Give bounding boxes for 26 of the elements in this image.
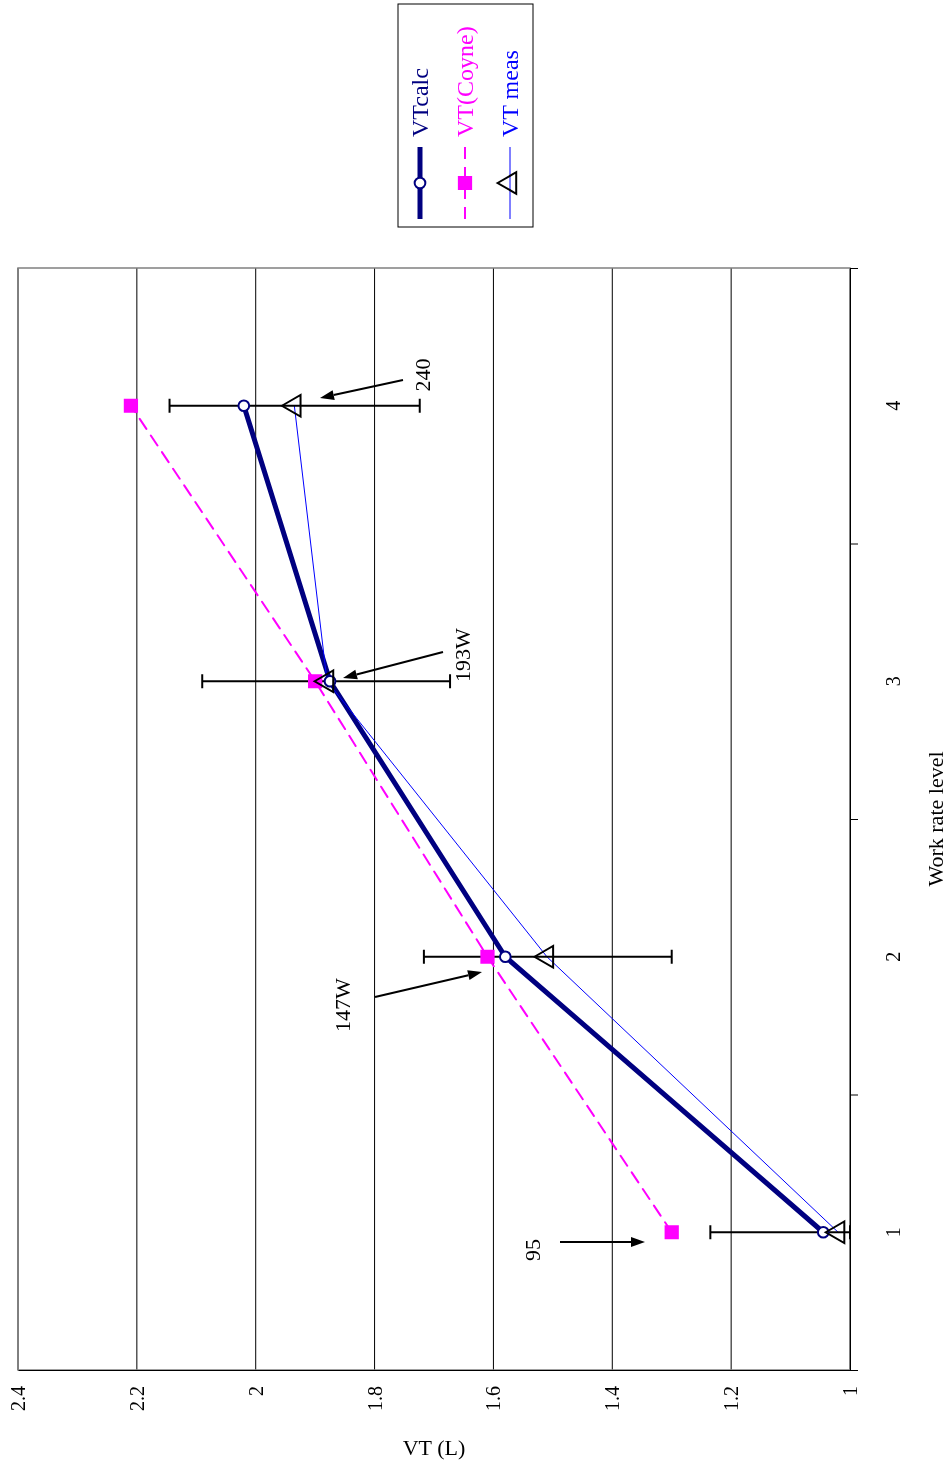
text: VTcalc <box>407 68 433 137</box>
y-axis-title: Work rate level <box>923 751 948 887</box>
text: VT(Coyne) <box>452 26 478 137</box>
y-tick-label: 4 <box>882 400 904 411</box>
text: VT meas <box>497 50 523 137</box>
point <box>664 1225 679 1240</box>
y-tick-label: 3 <box>882 676 904 687</box>
x-tick-label: 1.2 <box>720 1386 743 1411</box>
x-tick-label: 2.2 <box>125 1386 148 1411</box>
x-tick-label: 1.4 <box>601 1386 624 1411</box>
annotation: 193W <box>450 627 476 682</box>
annotation: 95 <box>520 1239 546 1261</box>
point <box>498 950 512 964</box>
x-tick-label: 1.6 <box>482 1386 505 1411</box>
point <box>237 399 251 413</box>
x-tick-label: 2.4 <box>7 1386 29 1411</box>
x-tick-label: 2 <box>244 1386 267 1396</box>
y-tick-label: 2 <box>882 951 904 962</box>
x-tick-label: 1.8 <box>363 1386 386 1411</box>
y-tick-label: 1 <box>882 1227 904 1238</box>
point <box>480 949 495 964</box>
x-tick-label: 1 <box>839 1386 861 1396</box>
x-axis-title: VT (L) <box>402 1435 466 1460</box>
annotation: 147W <box>330 977 356 1032</box>
annotation: 240 <box>410 358 436 392</box>
point <box>123 398 139 413</box>
